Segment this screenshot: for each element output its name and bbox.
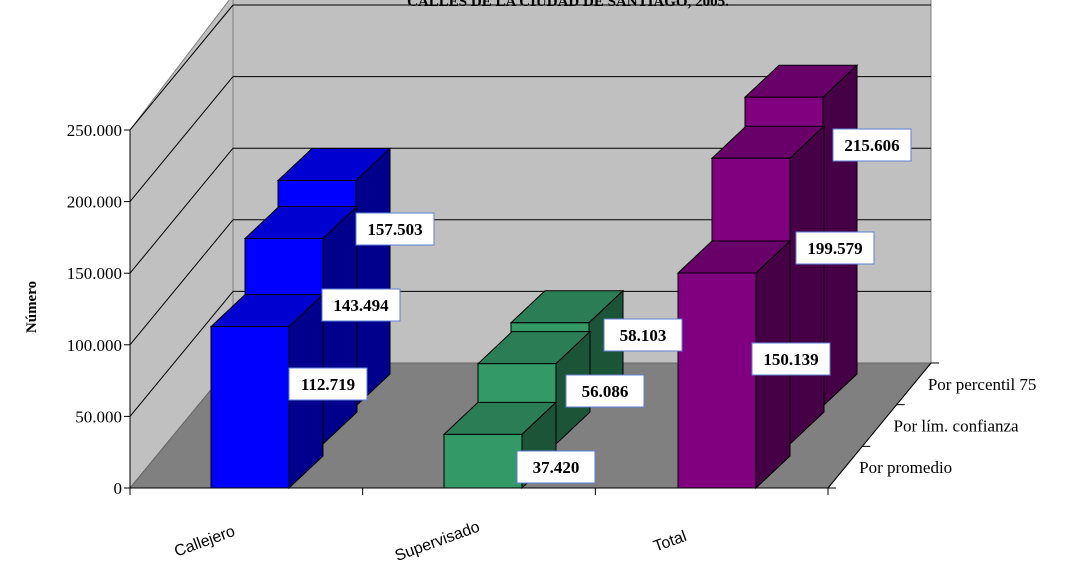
data-label-box bbox=[355, 212, 435, 246]
y-tick-label: 0 bbox=[114, 479, 123, 498]
y-tick-label: 250.000 bbox=[67, 121, 122, 140]
gridline-side bbox=[129, 219, 234, 346]
chart-title: CALLES DE LA CIUDAD DE SANTIAGO, 2005. bbox=[407, 0, 729, 10]
gridline-side bbox=[129, 4, 234, 131]
data-label: 215.606 bbox=[832, 128, 912, 162]
series-label: Por percentil 75 bbox=[928, 375, 1037, 394]
data-label: 143.494 bbox=[321, 288, 401, 322]
x-tick-label: Total bbox=[651, 528, 689, 556]
data-label-box bbox=[795, 231, 875, 265]
bar-side bbox=[355, 147, 391, 408]
gridline-side bbox=[129, 76, 234, 202]
data-label-text: 112.719 bbox=[301, 375, 355, 394]
data-label-box bbox=[516, 450, 596, 484]
data-labels: 112.719 37.420 150.139 143.494 56.086 199.579… bbox=[288, 128, 912, 484]
data-label-text: 58.103 bbox=[620, 326, 667, 345]
series-label: Por lím. confianza bbox=[894, 417, 1020, 436]
series-label: Por promedio bbox=[859, 458, 952, 477]
data-label-text: 199.579 bbox=[807, 239, 862, 258]
bar bbox=[442, 401, 558, 490]
y-axis: 0 50.000 100.000 150.000 200.000 250.000 bbox=[67, 121, 131, 498]
y-tick-label: 200.000 bbox=[67, 193, 122, 212]
bar-front bbox=[210, 326, 290, 489]
depth-axis-line bbox=[827, 362, 932, 489]
bar-front bbox=[443, 433, 523, 489]
data-label-box bbox=[751, 342, 831, 376]
x-tick-label: Supervisado bbox=[393, 519, 482, 565]
bars bbox=[209, 64, 859, 490]
data-label-box bbox=[565, 374, 645, 408]
x-axis: Callejero Supervisado Total bbox=[129, 487, 829, 565]
bar-front bbox=[677, 272, 757, 489]
y-tick-label: 100.000 bbox=[67, 336, 122, 355]
data-label-text: 56.086 bbox=[582, 382, 629, 401]
y-tick-label: 150.000 bbox=[67, 264, 122, 283]
data-label-text: 215.606 bbox=[844, 136, 899, 155]
data-label-box bbox=[321, 288, 401, 322]
bar-side bbox=[789, 125, 825, 446]
depth-axis: Por promedio Por lím. confianza Por percen… bbox=[827, 362, 1037, 489]
data-label-text: 150.139 bbox=[763, 350, 818, 369]
data-label: 112.719 bbox=[288, 367, 368, 401]
data-label-text: 37.420 bbox=[533, 458, 580, 477]
gridline-side bbox=[129, 147, 234, 274]
data-label: 37.420 bbox=[516, 450, 596, 484]
data-label-box bbox=[832, 128, 912, 162]
x-tick-label: Callejero bbox=[172, 523, 237, 561]
data-label: 199.579 bbox=[795, 231, 875, 265]
data-label: 157.503 bbox=[355, 212, 435, 246]
data-label-text: 157.503 bbox=[367, 220, 422, 239]
data-label-text: 143.494 bbox=[333, 296, 389, 315]
data-label-box bbox=[603, 318, 683, 352]
y-axis-label: Número bbox=[24, 281, 40, 333]
data-label: 58.103 bbox=[603, 318, 683, 352]
data-label-box bbox=[288, 367, 368, 401]
bar-side bbox=[322, 205, 358, 446]
y-tick-label: 50.000 bbox=[75, 407, 122, 426]
data-label: 150.139 bbox=[751, 342, 831, 376]
gridline-side bbox=[129, 291, 234, 417]
data-label: 56.086 bbox=[565, 374, 645, 408]
